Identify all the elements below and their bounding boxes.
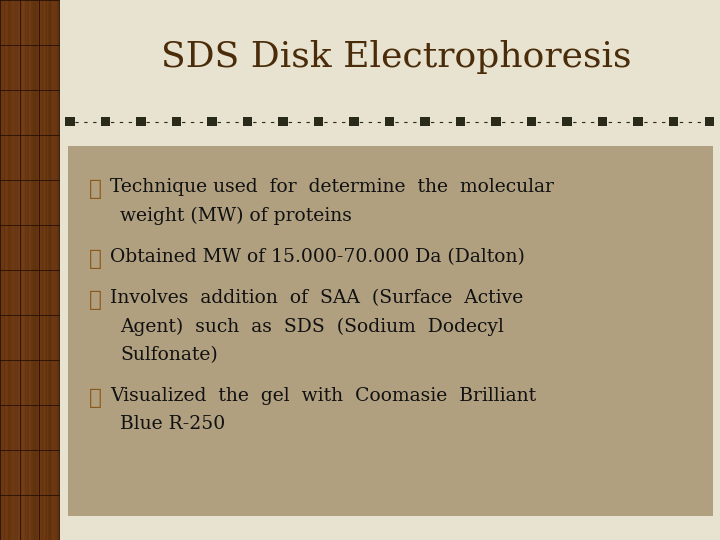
Bar xyxy=(598,117,608,126)
Bar xyxy=(634,117,643,126)
Text: Obtained MW of 15.000-70.000 Da (Dalton): Obtained MW of 15.000-70.000 Da (Dalton) xyxy=(110,248,525,266)
Bar xyxy=(2,0,4,540)
Bar xyxy=(16,0,17,540)
Bar xyxy=(0,0,59,540)
Bar xyxy=(27,0,30,540)
Bar xyxy=(30,0,31,540)
Bar xyxy=(9,0,11,540)
Bar xyxy=(0,0,1,540)
Bar xyxy=(33,0,35,540)
Bar xyxy=(14,0,16,540)
Bar xyxy=(18,0,19,540)
Bar xyxy=(349,117,359,126)
Text: ✱: ✱ xyxy=(89,178,102,200)
Bar xyxy=(101,117,110,126)
Bar xyxy=(30,0,32,540)
Bar xyxy=(35,0,36,540)
Bar xyxy=(54,0,56,540)
Text: Technique used  for  determine  the  molecular: Technique used for determine the molecul… xyxy=(110,178,554,196)
Bar xyxy=(45,0,47,540)
Bar xyxy=(65,117,75,126)
Bar xyxy=(19,0,20,540)
Bar xyxy=(12,0,14,540)
Bar xyxy=(136,117,145,126)
Bar xyxy=(456,117,465,126)
Bar xyxy=(40,0,41,540)
Bar xyxy=(669,117,678,126)
Bar xyxy=(3,0,4,540)
Text: Sulfonate): Sulfonate) xyxy=(120,346,218,363)
Bar xyxy=(52,0,54,540)
Bar xyxy=(49,0,51,540)
Bar xyxy=(491,117,501,126)
Bar xyxy=(38,0,40,540)
Text: ✱: ✱ xyxy=(89,289,102,312)
Bar xyxy=(24,0,25,540)
Bar xyxy=(48,0,49,540)
Bar xyxy=(26,0,27,540)
Text: Involves  addition  of  SAA  (Surface  Active: Involves addition of SAA (Surface Active xyxy=(110,289,523,307)
Bar xyxy=(58,0,60,540)
Bar xyxy=(22,0,24,540)
Bar xyxy=(57,0,59,540)
Text: Agent)  such  as  SDS  (Sodium  Dodecyl: Agent) such as SDS (Sodium Dodecyl xyxy=(120,318,504,336)
Bar xyxy=(19,0,22,540)
Bar xyxy=(51,0,53,540)
Bar xyxy=(46,0,48,540)
Bar xyxy=(41,0,43,540)
Bar xyxy=(14,0,17,540)
Bar xyxy=(385,117,395,126)
Text: ✱: ✱ xyxy=(89,248,102,270)
Bar xyxy=(279,117,288,126)
Bar xyxy=(45,0,46,540)
Text: SDS Disk Electrophoresis: SDS Disk Electrophoresis xyxy=(161,40,631,73)
Bar xyxy=(27,0,28,540)
Bar xyxy=(50,0,52,540)
Bar xyxy=(35,0,37,540)
Bar xyxy=(314,117,323,126)
Bar xyxy=(53,0,55,540)
Text: weight (MW) of proteins: weight (MW) of proteins xyxy=(120,206,352,225)
Bar xyxy=(11,0,12,540)
Bar xyxy=(48,0,50,540)
Bar xyxy=(8,0,9,540)
Bar xyxy=(21,0,22,540)
Bar xyxy=(32,0,33,540)
Bar xyxy=(527,117,536,126)
Bar xyxy=(29,0,30,540)
Bar xyxy=(43,0,45,540)
Bar xyxy=(37,0,39,540)
Text: Visualized  the  gel  with  Coomasie  Brilliant: Visualized the gel with Coomasie Brillia… xyxy=(110,387,536,405)
Bar xyxy=(42,0,44,540)
Bar xyxy=(32,0,34,540)
Bar xyxy=(13,0,14,540)
Bar xyxy=(10,0,12,540)
Bar xyxy=(1,0,3,540)
Bar xyxy=(55,0,57,540)
Bar xyxy=(17,0,19,540)
Bar xyxy=(4,0,6,540)
Bar xyxy=(56,0,58,540)
Bar xyxy=(207,117,217,126)
Bar xyxy=(6,0,8,540)
Bar xyxy=(7,0,9,540)
Bar xyxy=(420,117,430,126)
Bar xyxy=(5,0,6,540)
Bar xyxy=(704,117,714,126)
Bar xyxy=(22,0,23,540)
Bar xyxy=(24,0,27,540)
Bar xyxy=(68,146,713,516)
Bar xyxy=(562,117,572,126)
Bar xyxy=(172,117,181,126)
Text: Blue R-250: Blue R-250 xyxy=(120,415,225,433)
Text: ✱: ✱ xyxy=(89,387,102,409)
Bar xyxy=(40,0,42,540)
Bar xyxy=(243,117,252,126)
Bar xyxy=(37,0,38,540)
